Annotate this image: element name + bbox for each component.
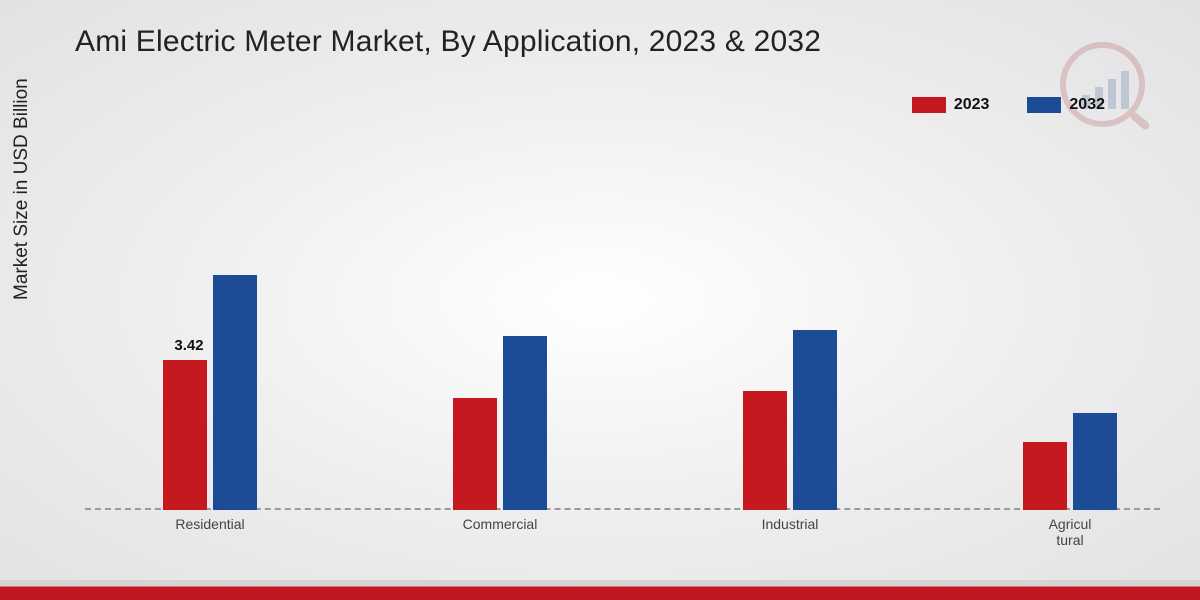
bar-group-residential [125,275,295,510]
bar-industrial-s2032 [793,330,837,510]
category-label-commercial: Commercial [415,516,585,532]
category-labels-row: Residential Commercial Industrial Agricultu… [85,510,1160,550]
legend-swatch-2032 [1027,97,1061,113]
watermark-logo-icon [1060,42,1145,127]
bar-group-agricultural [985,413,1155,510]
chart-title: Ami Electric Meter Market, By Applicatio… [75,25,821,59]
category-label-agricultural: Agricultural [985,516,1155,548]
bar-commercial-s2023 [453,398,497,510]
bar-residential-s2032 [213,275,257,510]
legend-label-2032: 2032 [1069,96,1105,114]
legend: 2023 2032 [912,96,1105,114]
bar-agricultural-s2023 [1023,442,1067,510]
bar-residential-s2023 [163,360,207,510]
footer-stripe [0,580,1200,600]
category-label-industrial: Industrial [705,516,875,532]
bar-agricultural-s2032 [1073,413,1117,510]
legend-label-2023: 2023 [954,96,990,114]
y-axis-label: Market Size in USD Billion [11,78,33,300]
chart-canvas: Ami Electric Meter Market, By Applicatio… [0,0,1200,600]
bar-group-industrial [705,330,875,510]
legend-item-2032: 2032 [1027,96,1105,114]
bar-industrial-s2023 [743,391,787,510]
plot-area: 3.42 [85,150,1160,510]
legend-item-2023: 2023 [912,96,990,114]
bar-group-commercial [415,336,585,510]
value-label-residential-2023: 3.42 [167,337,211,354]
legend-swatch-2023 [912,97,946,113]
category-label-residential: Residential [125,516,295,532]
bar-commercial-s2032 [503,336,547,510]
